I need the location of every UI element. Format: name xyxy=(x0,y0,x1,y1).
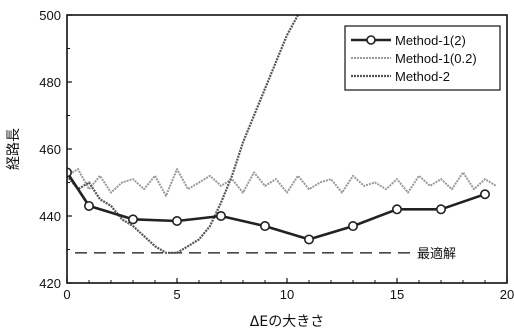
data-point-marker xyxy=(391,204,402,215)
data-point-marker xyxy=(347,221,358,232)
y-tick-label: 500 xyxy=(39,8,61,23)
y-tick-label: 460 xyxy=(39,142,61,157)
legend-label: Method-2 xyxy=(395,69,450,84)
data-point-marker xyxy=(259,221,270,232)
y-tick-label: 480 xyxy=(39,75,61,90)
legend-label: Method-1(0.2) xyxy=(395,51,477,66)
data-point-marker xyxy=(172,216,183,227)
data-point-marker xyxy=(303,234,314,245)
series-line-method-1-2 xyxy=(67,171,486,241)
y-axis-label: 経路長 xyxy=(6,128,22,170)
data-point-marker xyxy=(216,211,227,222)
legend: Method-1(2) Method-1(0.2) Method-2 xyxy=(344,25,501,91)
legend-items: Method-1(2) Method-1(0.2) Method-2 xyxy=(351,33,477,84)
series-layer xyxy=(67,15,497,254)
x-axis-label: ΔEの大きさ xyxy=(250,314,324,330)
x-tick-label: 20 xyxy=(500,287,514,302)
legend-label: Method-1(2) xyxy=(395,33,466,48)
data-point-marker xyxy=(128,214,139,225)
y-tick-label: 440 xyxy=(39,209,61,224)
series-line-method-1-0-2 xyxy=(67,168,497,197)
data-point-marker xyxy=(84,200,95,211)
x-tick-label: 5 xyxy=(173,287,180,302)
optimal-solution-label: 最適解 xyxy=(417,246,456,262)
data-point-marker xyxy=(479,189,490,200)
data-point-marker xyxy=(435,204,446,215)
y-tick-label: 420 xyxy=(39,276,61,291)
x-tick-label: 10 xyxy=(280,287,294,302)
legend-marker xyxy=(366,35,376,45)
series-line-method-2 xyxy=(67,15,299,254)
x-tick-label: 15 xyxy=(390,287,404,302)
data-point-marker xyxy=(67,167,72,178)
x-tick-label: 0 xyxy=(63,287,70,302)
ticks-layer: 0 5 10 15 20 420 440 460 480 500 xyxy=(39,8,514,302)
